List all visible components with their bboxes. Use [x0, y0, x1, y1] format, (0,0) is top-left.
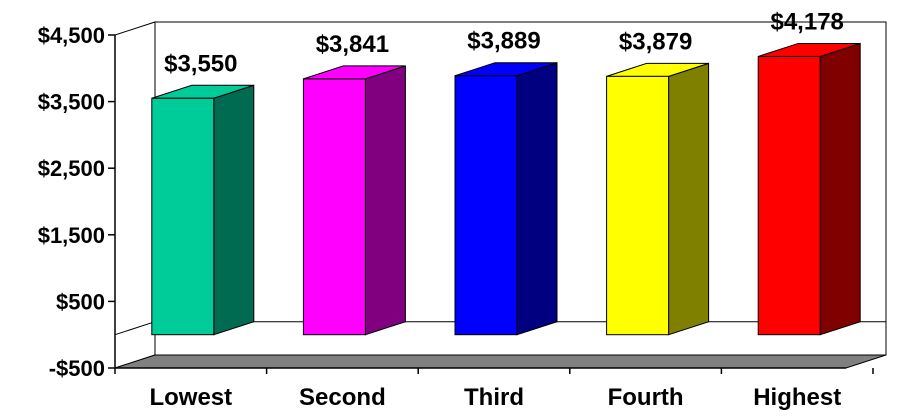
y-tick-label: $500 — [56, 289, 105, 314]
bar-fourth — [606, 62, 710, 336]
floor — [114, 354, 887, 369]
x-tick-label: Second — [299, 384, 386, 411]
bar-side — [668, 62, 710, 336]
data-labels: $3,550 $3,841 $3,889 $3,879 $4,178 — [164, 8, 844, 77]
data-label: $3,841 — [316, 31, 389, 58]
y-tick-label: $2,500 — [38, 156, 105, 181]
y-tick-label: $4,500 — [38, 23, 105, 48]
zero-line-side — [114, 321, 156, 336]
bar-front — [606, 75, 670, 336]
bar-second — [302, 65, 406, 336]
y-axis: $4,500 $3,500 $2,500 $1,500 $500 -$500 — [38, 23, 116, 381]
bar-side — [819, 42, 861, 336]
data-label: $3,550 — [164, 50, 237, 77]
side-wall — [114, 21, 156, 369]
bar-lowest — [151, 84, 255, 336]
bar-front — [757, 55, 821, 336]
y-tick-label: $3,500 — [38, 90, 105, 115]
x-tick-label: Fourth — [608, 384, 684, 411]
x-tick-label: Lowest — [149, 384, 232, 411]
bar-front — [302, 78, 366, 336]
x-tick-label: Highest — [753, 384, 841, 411]
bar-side — [364, 65, 406, 336]
data-label: $4,178 — [770, 8, 843, 35]
bar-front — [151, 97, 215, 336]
x-tick-label: Third — [464, 384, 524, 411]
bar-third — [454, 62, 558, 336]
y-tick-label: $1,500 — [38, 223, 105, 248]
plot-floor — [114, 354, 887, 369]
bar-side — [213, 84, 255, 336]
bar-side — [516, 62, 558, 336]
x-axis: Lowest Second Third Fourth Highest — [114, 367, 874, 411]
bar-highest — [757, 42, 861, 336]
y-tick-label: -$500 — [49, 356, 105, 381]
bar-front — [454, 75, 518, 336]
bar-series — [151, 42, 861, 336]
data-label: $3,889 — [467, 28, 540, 55]
data-label: $3,879 — [619, 28, 692, 55]
